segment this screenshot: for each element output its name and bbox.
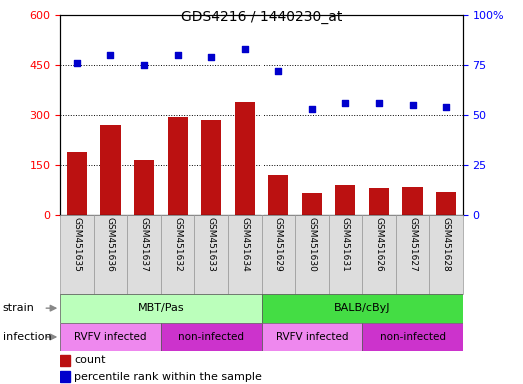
Text: GSM451630: GSM451630 xyxy=(308,217,316,272)
Text: GSM451633: GSM451633 xyxy=(207,217,215,272)
Bar xyxy=(396,215,429,294)
Bar xyxy=(100,125,120,215)
Text: GSM451629: GSM451629 xyxy=(274,217,283,272)
Text: percentile rank within the sample: percentile rank within the sample xyxy=(74,372,262,382)
Bar xyxy=(235,102,255,215)
Point xyxy=(174,52,182,58)
Bar xyxy=(60,355,70,366)
Bar xyxy=(195,215,228,294)
Point xyxy=(140,62,148,68)
Bar xyxy=(262,215,295,294)
Text: GSM451634: GSM451634 xyxy=(240,217,249,272)
Bar xyxy=(295,215,328,294)
Text: RVFV infected: RVFV infected xyxy=(74,332,147,342)
Text: non-infected: non-infected xyxy=(380,332,446,342)
Bar xyxy=(60,371,70,382)
Bar xyxy=(161,215,195,294)
Text: GSM451628: GSM451628 xyxy=(441,217,451,272)
Bar xyxy=(429,215,463,294)
Bar xyxy=(369,189,389,215)
Point xyxy=(73,60,81,66)
Bar xyxy=(167,117,188,215)
Text: GSM451626: GSM451626 xyxy=(374,217,383,272)
Text: GSM451632: GSM451632 xyxy=(173,217,182,272)
Point xyxy=(408,102,417,108)
Text: GDS4216 / 1440230_at: GDS4216 / 1440230_at xyxy=(181,10,342,23)
Bar xyxy=(67,152,87,215)
Text: GSM451627: GSM451627 xyxy=(408,217,417,272)
Text: GSM451637: GSM451637 xyxy=(140,217,149,272)
Text: count: count xyxy=(74,356,106,366)
Bar xyxy=(60,294,262,323)
Bar xyxy=(436,192,456,215)
Bar xyxy=(228,215,262,294)
Bar xyxy=(262,323,362,351)
Text: strain: strain xyxy=(3,303,35,313)
Bar xyxy=(161,323,262,351)
Point xyxy=(308,106,316,112)
Bar xyxy=(127,215,161,294)
Bar xyxy=(362,323,463,351)
Point xyxy=(106,52,115,58)
Text: infection: infection xyxy=(3,332,51,342)
Bar xyxy=(328,215,362,294)
Bar xyxy=(94,215,127,294)
Text: non-infected: non-infected xyxy=(178,332,244,342)
Text: BALB/cByJ: BALB/cByJ xyxy=(334,303,391,313)
Bar xyxy=(362,215,396,294)
Point xyxy=(341,100,349,106)
Bar xyxy=(335,185,356,215)
Bar xyxy=(268,175,288,215)
Bar xyxy=(403,187,423,215)
Point xyxy=(207,54,215,60)
Text: GSM451636: GSM451636 xyxy=(106,217,115,272)
Bar xyxy=(60,215,94,294)
Bar xyxy=(262,294,463,323)
Bar xyxy=(134,160,154,215)
Point xyxy=(442,104,450,110)
Text: RVFV infected: RVFV infected xyxy=(276,332,348,342)
Text: GSM451635: GSM451635 xyxy=(72,217,82,272)
Text: MBT/Pas: MBT/Pas xyxy=(138,303,184,313)
Text: GSM451631: GSM451631 xyxy=(341,217,350,272)
Bar xyxy=(201,120,221,215)
Point xyxy=(375,100,383,106)
Point xyxy=(274,68,282,74)
Bar xyxy=(60,323,161,351)
Point xyxy=(241,46,249,52)
Bar xyxy=(302,194,322,215)
